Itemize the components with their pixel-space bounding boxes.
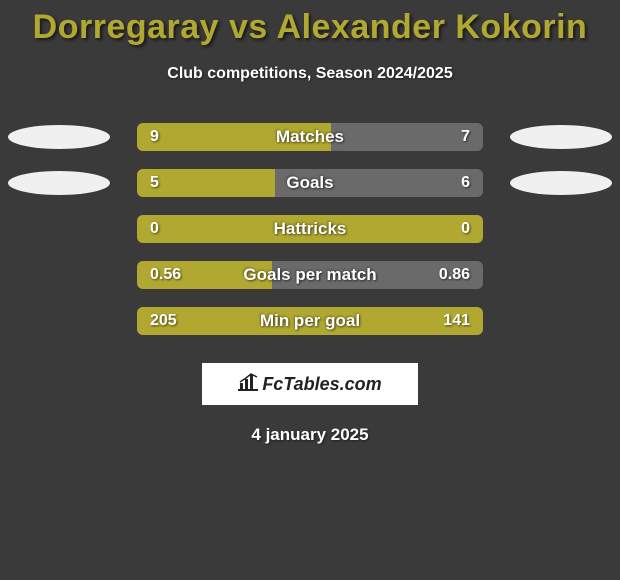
stat-value-right: 0 xyxy=(461,215,470,243)
logo-text: FcTables.com xyxy=(262,374,381,395)
stat-value-left: 0 xyxy=(150,215,159,243)
stat-value-left: 0.56 xyxy=(150,261,181,289)
stat-value-right: 0.86 xyxy=(439,261,470,289)
page-title: Dorregaray vs Alexander Kokorin xyxy=(0,0,620,47)
stats-container: Matches9 7 Goals5 6 Hattricks0 0 Goals per mat… xyxy=(0,123,620,353)
ellipse-right xyxy=(510,171,612,195)
stat-label: Matches xyxy=(137,123,483,151)
chart-icon xyxy=(238,373,258,396)
stat-row: Hattricks0 0 xyxy=(0,215,620,261)
stat-value-right: 7 xyxy=(461,123,470,151)
stat-value-right: 6 xyxy=(461,169,470,197)
subtitle: Club competitions, Season 2024/2025 xyxy=(0,65,620,83)
logo-box: FcTables.com xyxy=(202,363,418,405)
stat-row: Goals5 6 xyxy=(0,169,620,215)
stat-row: Goals per match0.56 0.86 xyxy=(0,261,620,307)
ellipse-left xyxy=(8,125,110,149)
stat-label: Goals per match xyxy=(137,261,483,289)
stat-label: Goals xyxy=(137,169,483,197)
stat-label: Min per goal xyxy=(137,307,483,335)
stat-row: Min per goal205 141 xyxy=(0,307,620,353)
stat-row: Matches9 7 xyxy=(0,123,620,169)
stat-value-left: 9 xyxy=(150,123,159,151)
date-text: 4 january 2025 xyxy=(0,425,620,445)
ellipse-right xyxy=(510,125,612,149)
stat-value-left: 5 xyxy=(150,169,159,197)
stat-label: Hattricks xyxy=(137,215,483,243)
ellipse-left xyxy=(8,171,110,195)
stat-value-right: 141 xyxy=(443,307,470,335)
stat-value-left: 205 xyxy=(150,307,177,335)
